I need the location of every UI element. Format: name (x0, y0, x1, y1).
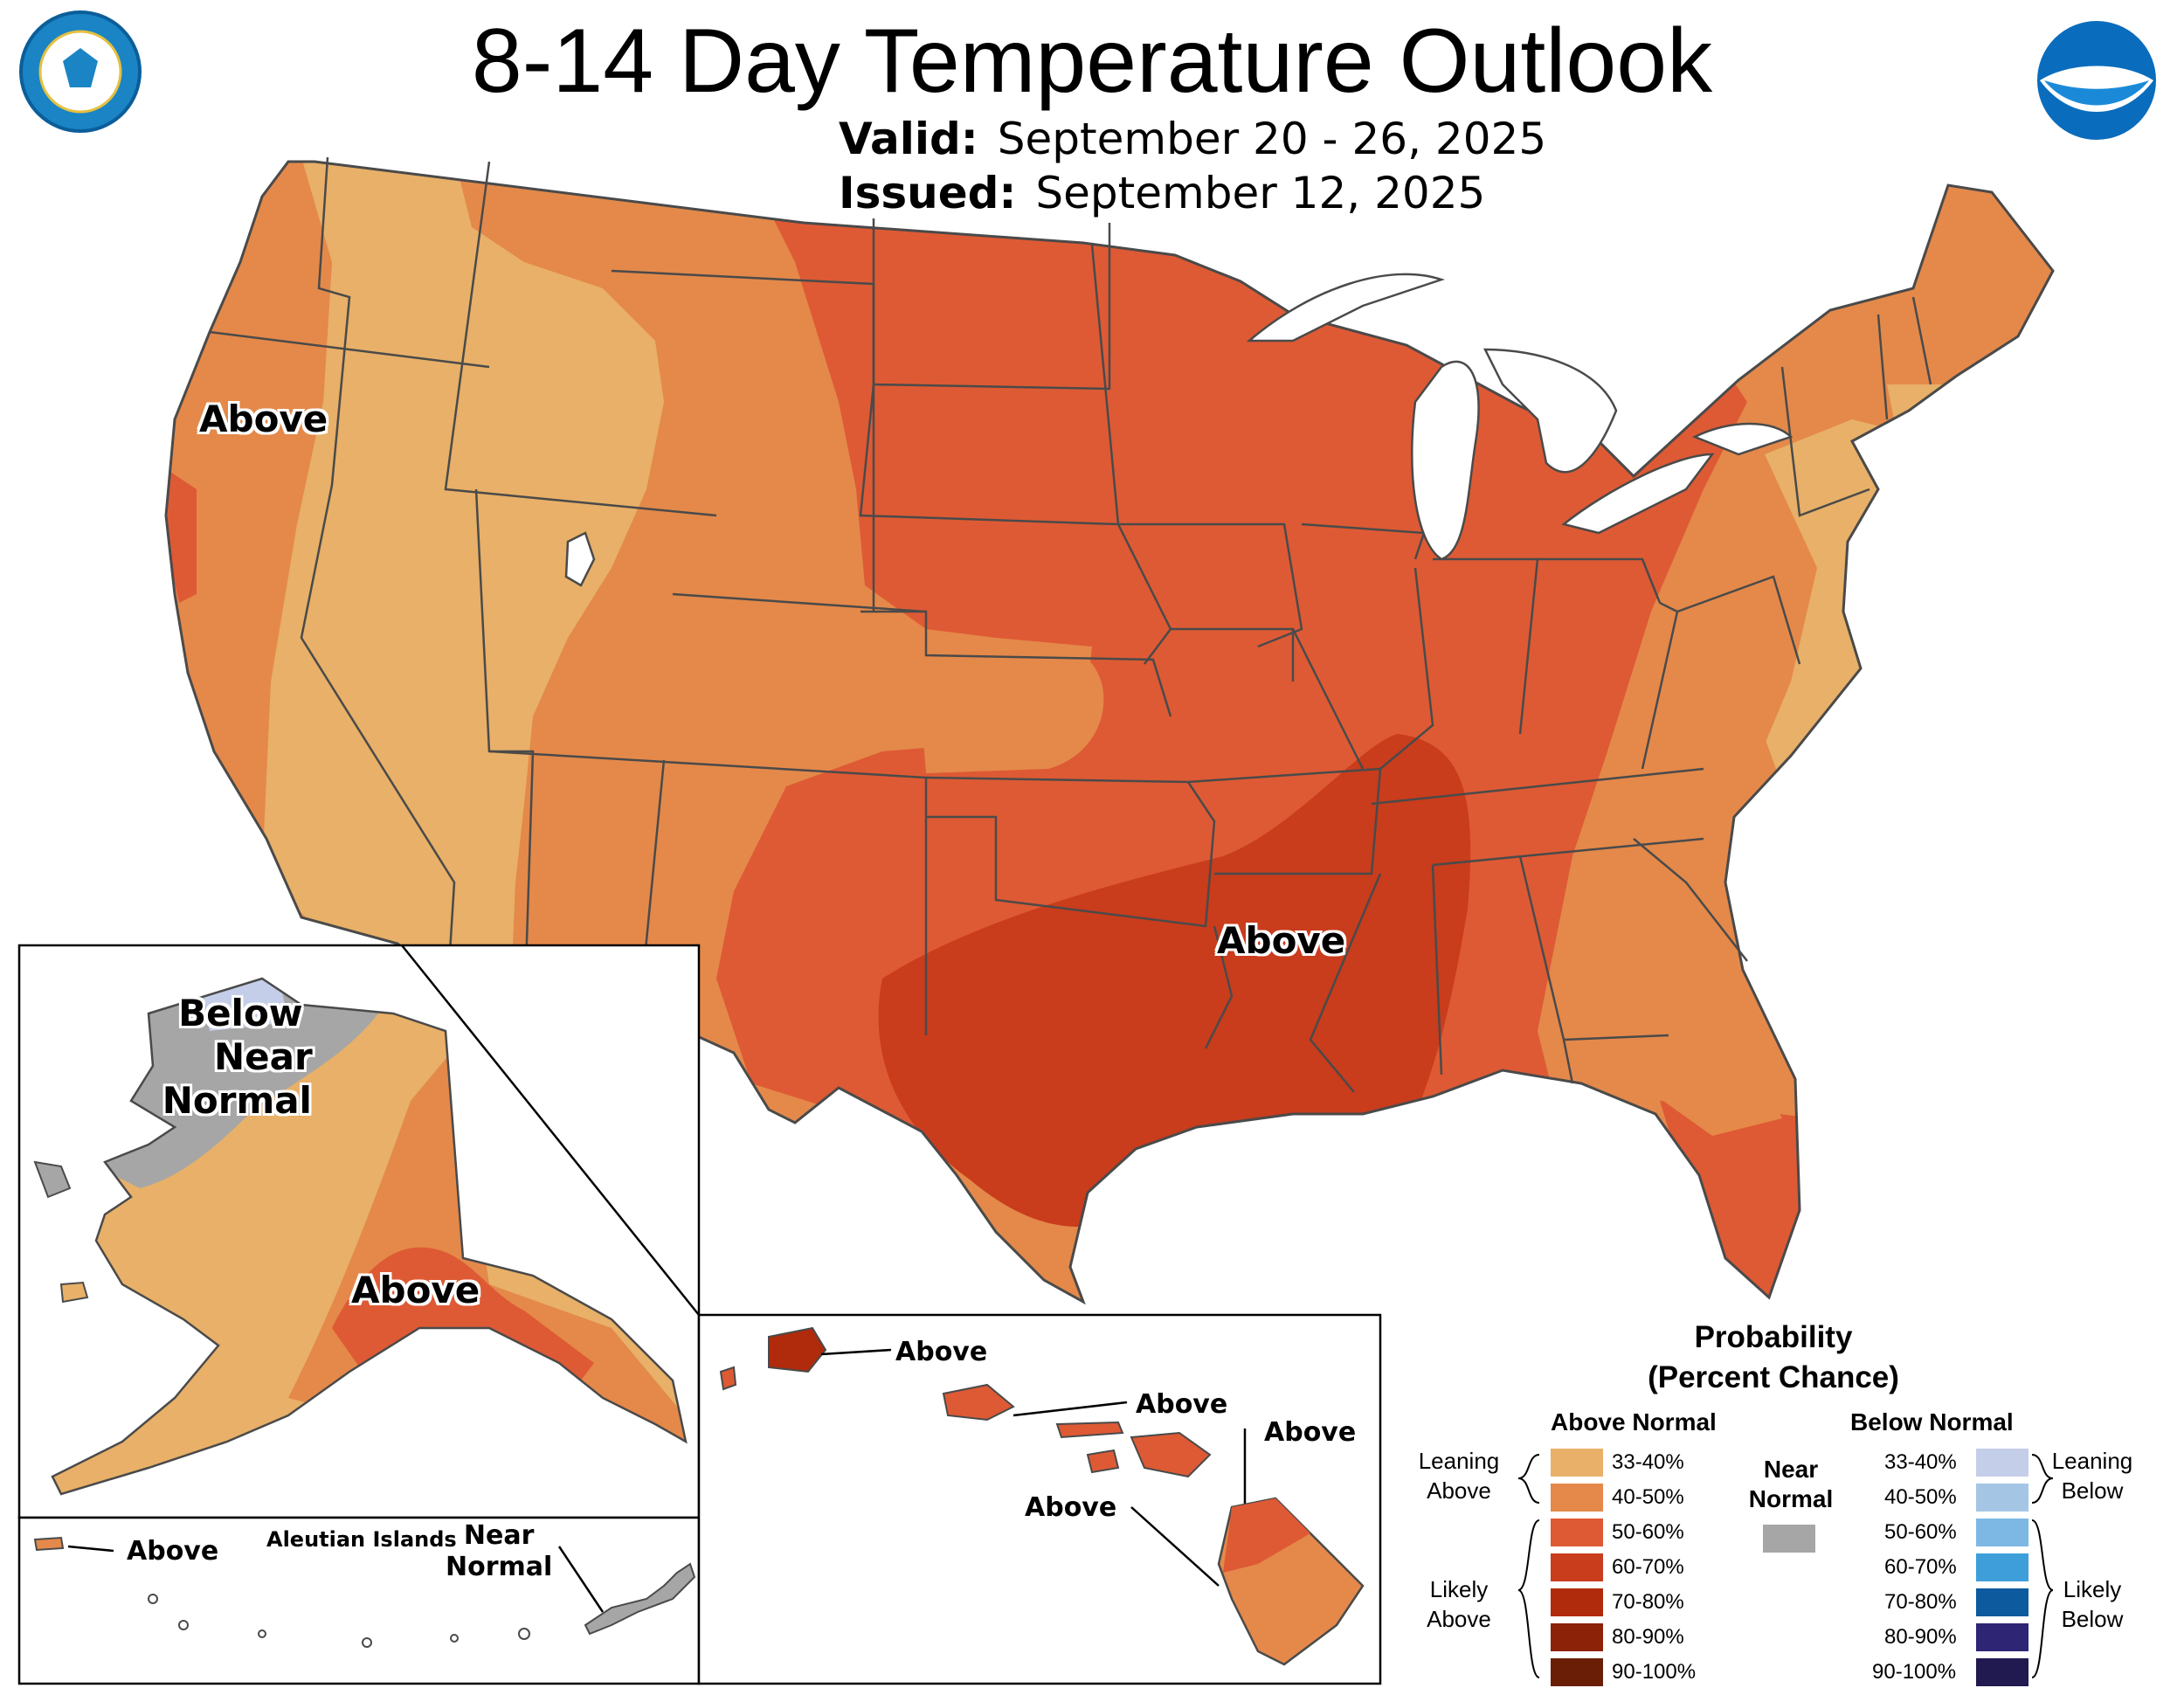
below-range-label: 80-90% (1884, 1625, 1957, 1649)
likely-below-line2: Below (2061, 1606, 2124, 1632)
legend-likely-below: Likely Below (2040, 1574, 2145, 1634)
below-range-label: 40-50% (1884, 1485, 1957, 1509)
above-range-label: 40-50% (1612, 1485, 1684, 1509)
leaning-above-line2: Above (1427, 1477, 1491, 1504)
label-hawaii-oahu: Above (1136, 1389, 1228, 1420)
label-alaska-above: Above (351, 1269, 480, 1311)
label-alaska-below: Below (178, 992, 303, 1034)
hawaii-inset (697, 1313, 1382, 1685)
near-normal-swatch (1763, 1525, 1815, 1553)
above-range-label: 50-60% (1612, 1520, 1684, 1544)
likely-above-line2: Above (1427, 1606, 1491, 1632)
legend-leaning-above: Leaning Above (1406, 1446, 1511, 1505)
commerce-seal (19, 10, 142, 133)
legend-leaning-below: Leaning Below (2040, 1446, 2145, 1505)
legend-title-line1: Probability (1694, 1320, 1853, 1354)
label-hawaii-kauai: Above (895, 1337, 988, 1367)
legend-below-header: Below Normal (1850, 1408, 2014, 1435)
valid-label: Valid: (839, 114, 978, 164)
above-range-label: 80-90% (1612, 1625, 1684, 1649)
below-swatch (1976, 1588, 2028, 1616)
label-conus-south: Above (1217, 919, 1346, 962)
label-aleutian-near: Near (463, 1520, 535, 1551)
leaning-above-line1: Leaning (1418, 1448, 1500, 1474)
below-swatch (1976, 1623, 2028, 1651)
label-alaska-near: Near (214, 1035, 313, 1078)
likely-above-line1: Likely (1429, 1576, 1489, 1602)
above-swatch (1551, 1658, 1603, 1686)
below-range-label: 70-80% (1884, 1590, 1957, 1614)
above-range-label: 60-70% (1612, 1555, 1684, 1579)
aleutian-islands-title: Aleutian Islands (266, 1527, 457, 1552)
label-aleutian-above: Above (127, 1536, 219, 1567)
below-range-label: 50-60% (1884, 1520, 1957, 1544)
above-swatch (1551, 1449, 1603, 1477)
above-swatch (1551, 1519, 1603, 1546)
near-normal-line1: Near (1763, 1456, 1819, 1483)
label-alaska-normal: Normal (162, 1079, 312, 1122)
below-swatch (1976, 1484, 2028, 1512)
below-swatch (1976, 1553, 2028, 1581)
below-range-label: 33-40% (1884, 1450, 1957, 1474)
issued-label: Issued: (839, 168, 1017, 218)
label-hawaii-maui: Above (1264, 1417, 1357, 1448)
legend-title: Probability (Percent Chance) (1406, 1318, 2140, 1398)
label-alaska-below-near-normal: Below Near Normal (162, 992, 313, 1123)
above-range-label: 90-100% (1612, 1660, 1697, 1684)
label-conus-west: Above (199, 398, 328, 440)
below-range-label: 60-70% (1884, 1555, 1957, 1579)
above-swatch (1551, 1484, 1603, 1512)
legend-title-line2: (Percent Chance) (1648, 1360, 1899, 1394)
alaska-inset (17, 944, 701, 1519)
above-swatch (1551, 1553, 1603, 1581)
above-range-label: 33-40% (1612, 1450, 1684, 1474)
leaning-below-line1: Leaning (2051, 1448, 2133, 1474)
likely-below-line1: Likely (2063, 1576, 2122, 1602)
noaa-logo (2034, 17, 2160, 143)
legend-above-header: Above Normal (1551, 1408, 1717, 1435)
label-hawaii-big-island: Above (1025, 1492, 1117, 1523)
issued-line: Issued: September 12, 2025 (839, 168, 1485, 218)
aleutian-inset (17, 1516, 701, 1685)
label-aleutian-near-normal: Near Normal (446, 1520, 552, 1583)
above-range-label: 70-80% (1612, 1590, 1684, 1614)
valid-value: September 20 - 26, 2025 (997, 114, 1547, 164)
map-title: 8-14 Day Temperature Outlook (471, 10, 1713, 112)
valid-line: Valid: September 20 - 26, 2025 (839, 114, 1546, 164)
leaning-below-line2: Below (2061, 1477, 2124, 1504)
label-aleutian-normal: Normal (446, 1552, 553, 1582)
above-swatch (1551, 1623, 1603, 1651)
legend-likely-above: Likely Above (1406, 1574, 1511, 1634)
above-swatch (1551, 1588, 1603, 1616)
near-normal-line2: Normal (1748, 1485, 1834, 1512)
below-swatch (1976, 1658, 2028, 1686)
great-lakes (564, 273, 1794, 587)
below-range-label: 90-100% (1872, 1660, 1957, 1684)
legend-near-normal: Near Normal (1734, 1455, 1848, 1514)
below-swatch (1976, 1519, 2028, 1546)
below-swatch (1976, 1449, 2028, 1477)
issued-value: September 12, 2025 (1035, 168, 1486, 218)
